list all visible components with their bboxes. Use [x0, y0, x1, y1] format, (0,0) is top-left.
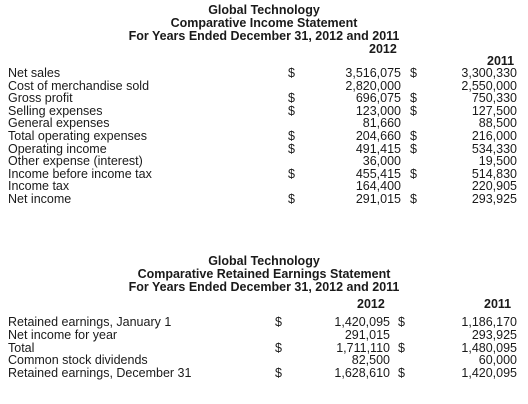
row-label: Net income for year — [8, 327, 118, 342]
amount-prior-year: 2,550,000 — [461, 78, 517, 93]
amount-current-year: 696,075 — [355, 91, 401, 106]
retained-year-2012: 2012 — [357, 297, 385, 311]
amount-prior-year: 19,500 — [478, 154, 517, 169]
row-label: Retained earnings, December 31 — [8, 366, 192, 381]
dollar-sign: $ — [288, 66, 295, 80]
table-row: Operating income $491,415 $534,330 — [0, 141, 528, 156]
dollar-sign: $ — [398, 340, 405, 355]
table-row: Income before income tax $455,415 $514,830 — [0, 166, 528, 181]
amount-current-year: 1,711,110 — [336, 340, 390, 355]
dollar-sign: $ — [410, 141, 417, 156]
row-label: Income before income tax — [8, 166, 152, 181]
amount-prior-year: 534,330 — [471, 141, 517, 156]
dollar-sign: $ — [288, 166, 295, 181]
retained-statement-title: Comparative Retained Earnings Statement — [137, 267, 391, 281]
dollar-sign: $ — [288, 103, 295, 118]
amount-prior-year: 127,500 — [471, 103, 517, 118]
table-row: Selling expenses $123,000 $127,500 — [0, 103, 528, 118]
amount-prior-year: 60,000 — [478, 353, 517, 368]
amount-prior-year: 293,925 — [471, 192, 517, 206]
amount-current-year: 455,415 — [355, 166, 401, 181]
income-statement-header: Global Technology Comparative Income Sta… — [0, 4, 528, 43]
amount-prior-year: 3,300,330 — [461, 66, 517, 80]
table-row: Retained earnings, January 1 $1,420,095 $1… — [0, 316, 528, 329]
amount-current-year: 81,660 — [362, 116, 401, 131]
amount-prior-year: 750,330 — [471, 91, 517, 106]
table-row: Total operating expenses $204,660 $216,000 — [0, 130, 528, 143]
retained-statement-header: Global Technology Comparative Retained E… — [0, 255, 528, 294]
row-label: Cost of merchandise sold — [8, 78, 150, 93]
row-label: Retained earnings, January 1 — [8, 315, 172, 329]
amount-current-year: 36,000 — [362, 154, 401, 169]
amount-current-year: 123,000 — [355, 103, 401, 118]
income-year-2011: 2011 — [487, 54, 515, 68]
amount-current-year: 291,015 — [344, 327, 390, 342]
amount-current-year: 2,820,000 — [345, 78, 401, 93]
amount-prior-year: 1,186,170 — [461, 315, 517, 329]
dollar-sign: $ — [410, 66, 417, 80]
table-row: Income tax 164,400 220,905 — [0, 180, 528, 193]
dollar-sign: $ — [275, 340, 282, 355]
table-row: Net income $291,015 $293,925 — [0, 193, 528, 206]
amount-current-year: 1,628,610 — [334, 366, 390, 381]
income-year-2012: 2012 — [369, 42, 397, 56]
amount-current-year: 291,015 — [355, 192, 401, 206]
table-row: Retained earnings, December 31 $1,628,610… — [0, 367, 528, 380]
dollar-sign: $ — [275, 366, 282, 381]
table-row: Cost of merchandise sold 2,820,000 2,550,0… — [0, 78, 528, 93]
income-statement-period: For Years Ended December 31, 2012 and 20… — [128, 29, 400, 43]
row-label: Operating income — [8, 141, 107, 156]
amount-prior-year: 1,420,095 — [461, 366, 517, 381]
table-row: Net income for year 291,015 293,925 — [0, 327, 528, 342]
amount-prior-year: 88,500 — [478, 116, 517, 131]
row-label: Common stock dividends — [8, 353, 148, 368]
table-row: Net sales $3,516,075 $3,300,330 — [0, 67, 528, 80]
table-row: Other expense (interest) 36,000 19,500 — [0, 155, 528, 168]
amount-current-year: 204,660 — [355, 129, 401, 143]
retained-statement-period: For Years Ended December 31, 2012 and 20… — [128, 280, 400, 294]
dollar-sign: $ — [410, 166, 417, 181]
table-row: Common stock dividends 82,500 60,000 — [0, 354, 528, 367]
amount-prior-year: 216,000 — [471, 129, 517, 143]
dollar-sign: $ — [288, 141, 295, 156]
retained-year-2011: 2011 — [484, 297, 512, 311]
row-label: Gross profit — [8, 91, 73, 106]
dollar-sign: $ — [398, 366, 405, 381]
retained-company-name: Global Technology — [208, 254, 320, 268]
income-company-name: Global Technology — [208, 3, 320, 17]
amount-prior-year: 1,480,095 — [461, 340, 517, 355]
amount-prior-year: 220,905 — [471, 179, 517, 194]
row-label: Net sales — [8, 66, 61, 80]
dollar-sign: $ — [288, 129, 295, 143]
table-row: Total $1,711,110 $1,480,095 — [0, 340, 528, 355]
row-label: Income tax — [8, 179, 70, 194]
amount-current-year: 82,500 — [351, 353, 390, 368]
amount-prior-year: 514,830 — [471, 166, 517, 181]
row-label: Selling expenses — [8, 103, 103, 118]
dollar-sign: $ — [288, 192, 295, 206]
row-label: Net income — [8, 192, 72, 206]
amount-current-year: 164,400 — [355, 179, 401, 194]
dollar-sign: $ — [398, 315, 405, 329]
dollar-sign: $ — [410, 91, 417, 106]
dollar-sign: $ — [410, 103, 417, 118]
dollar-sign: $ — [275, 315, 282, 329]
dollar-sign: $ — [410, 129, 417, 143]
amount-current-year: 1,420,095 — [334, 315, 390, 329]
table-row: General expenses 81,660 88,500 — [0, 117, 528, 130]
amount-prior-year: 293,925 — [471, 327, 517, 342]
amount-current-year: 3,516,075 — [345, 66, 401, 80]
table-row: Gross profit $696,075 $750,330 — [0, 92, 528, 105]
amount-current-year: 491,415 — [355, 141, 401, 156]
dollar-sign: $ — [410, 192, 417, 206]
dollar-sign: $ — [288, 91, 295, 106]
income-statement-title: Comparative Income Statement — [170, 16, 358, 30]
row-label: Other expense (interest) — [8, 154, 143, 169]
row-label: Total — [8, 340, 35, 355]
row-label: Total operating expenses — [8, 129, 147, 143]
row-label: General expenses — [8, 116, 110, 131]
